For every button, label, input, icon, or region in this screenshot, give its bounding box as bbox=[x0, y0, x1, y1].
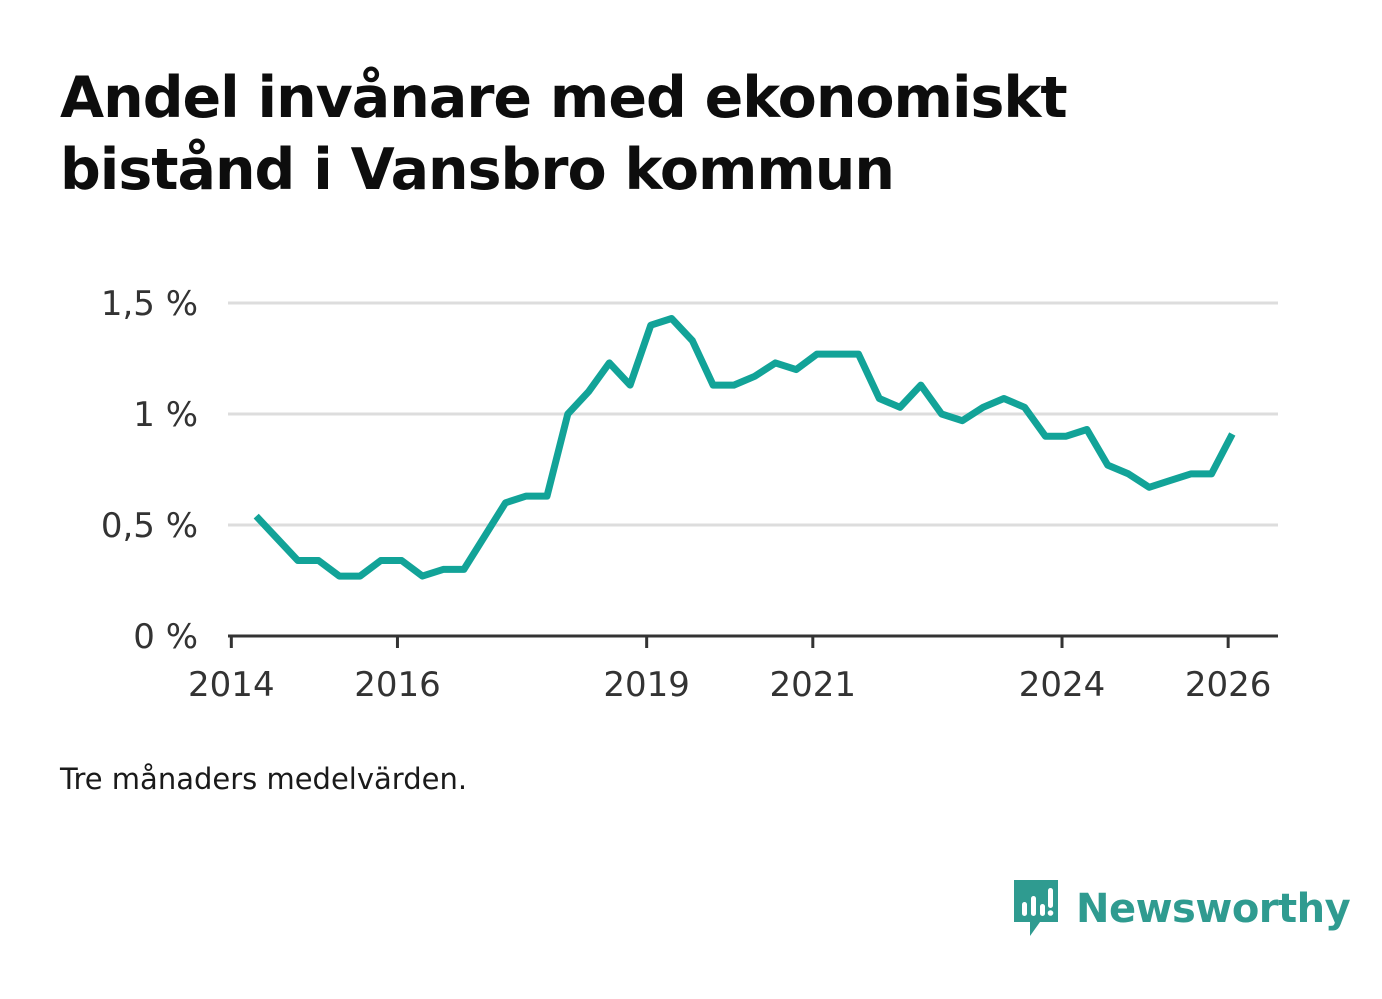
series-line-0 bbox=[253, 315, 1236, 580]
x-tick-label: 2014 bbox=[188, 665, 275, 705]
x-tick-label: 2024 bbox=[1019, 665, 1106, 705]
y-tick-label: 0,5 % bbox=[101, 506, 198, 546]
brand-logo: Newsworthy bbox=[1010, 878, 1351, 940]
x-axis bbox=[228, 634, 1278, 648]
x-axis-labels: 2014 2016 2019 2021 2024 2026 bbox=[188, 665, 1271, 705]
y-tick-label: 0 % bbox=[133, 617, 198, 657]
x-tick-label: 2021 bbox=[770, 665, 857, 705]
x-tick-label: 2019 bbox=[603, 665, 690, 705]
y-tick-label: 1 % bbox=[133, 395, 198, 435]
x-tick-label: 2026 bbox=[1185, 665, 1272, 705]
grid-lines bbox=[228, 301, 1278, 527]
y-axis-labels: 0 % 0,5 % 1 % 1,5 % bbox=[101, 284, 198, 657]
brand-name: Newsworthy bbox=[1076, 886, 1351, 932]
series-layer bbox=[253, 315, 1236, 580]
y-tick-label: 1,5 % bbox=[101, 284, 198, 324]
x-tick-label: 2016 bbox=[354, 665, 441, 705]
footnote: Tre månaders medelvärden. bbox=[60, 762, 468, 796]
chart-title: Andel invånare med ekonomiskt bistånd i … bbox=[60, 65, 1068, 203]
line-chart: 0 % 0,5 % 1 % 1,5 % 2014 2016 2019 2021 2024 202… bbox=[101, 284, 1278, 705]
newsworthy-logo-icon bbox=[1014, 880, 1058, 936]
